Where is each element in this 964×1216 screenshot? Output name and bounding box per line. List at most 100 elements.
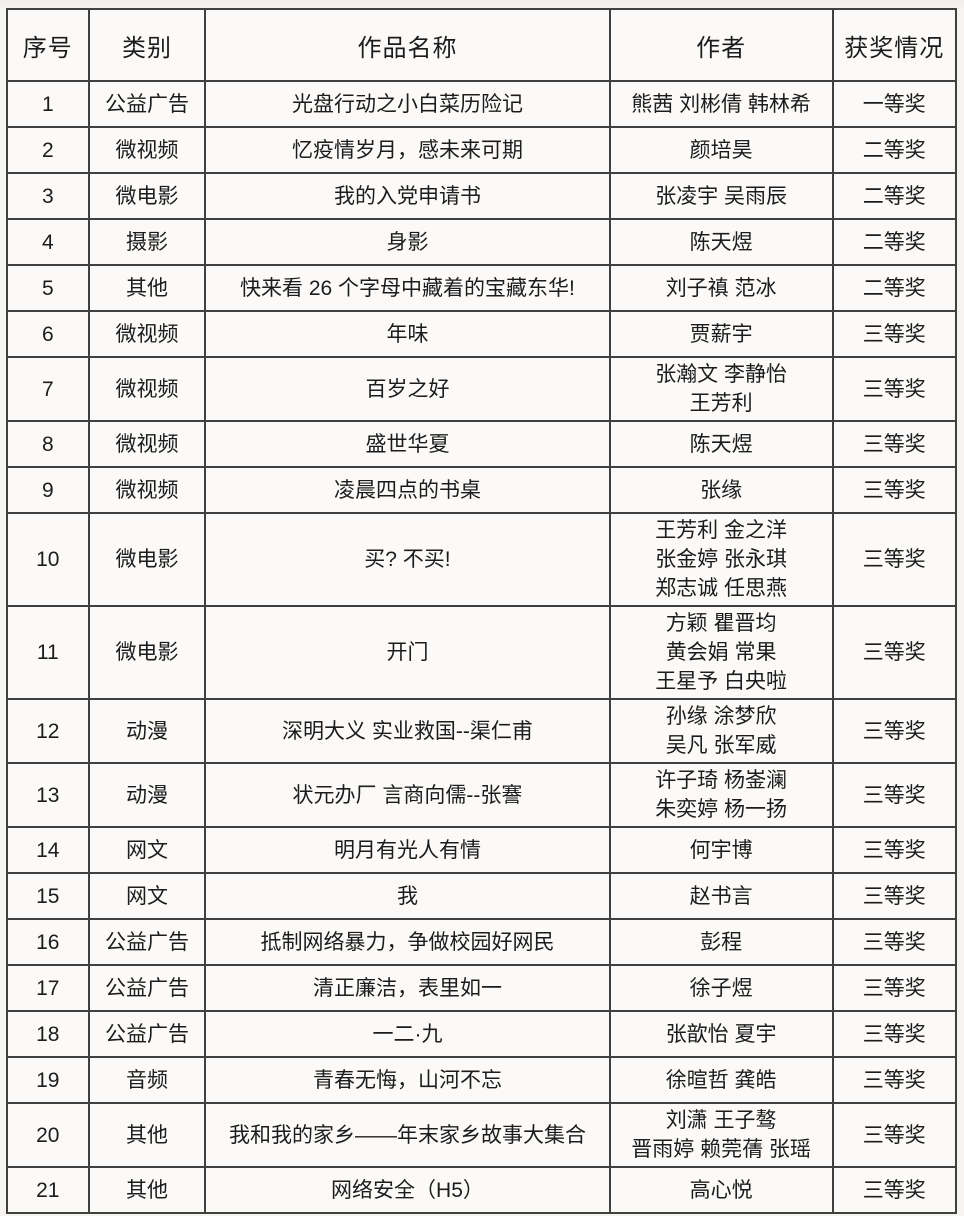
table-row: 1 公益广告 光盘行动之小白菜历险记 熊茜 刘彬倩 韩林希 一等奖 <box>6 80 958 128</box>
column-header-index: 序号 <box>6 8 90 82</box>
cell-index: 16 <box>6 918 90 966</box>
author-line: 王星予 白央啦 <box>655 670 788 693</box>
cell-index: 15 <box>6 872 90 920</box>
cell-authors: 刘子禛 范冰 <box>608 264 834 312</box>
author-line: 陈天煜 <box>689 230 753 254</box>
column-header-category: 类别 <box>87 8 207 82</box>
cell-category: 微电影 <box>87 172 207 220</box>
awards-table: 序号 类别 作品名称 作者 获奖情况 1 公益广告 光盘行动之小白菜历险记 熊茜 刘彬倩 韩林… <box>6 8 958 1214</box>
cell-title: 青春无悔，山河不忘 <box>204 1056 611 1104</box>
cell-title: 我 <box>204 872 611 920</box>
cell-title: 光盘行动之小白菜历险记 <box>204 80 611 128</box>
cell-award: 三等奖 <box>831 1166 958 1214</box>
author-line: 陈天煜 <box>689 432 753 456</box>
table-row: 3 微电影 我的入党申请书 张凌宇 吴雨辰 二等奖 <box>6 172 958 220</box>
author-line: 彭程 <box>700 930 743 954</box>
cell-category: 公益广告 <box>87 1010 207 1058</box>
cell-index: 18 <box>6 1010 90 1058</box>
table-row: 14 网文 明月有光人有情 何宇博 三等奖 <box>6 826 958 874</box>
cell-title: 清正廉洁，表里如一 <box>204 964 611 1012</box>
cell-award: 三等奖 <box>831 826 958 874</box>
cell-title: 网络安全（H5） <box>204 1166 611 1214</box>
cell-category: 动漫 <box>87 698 207 764</box>
cell-title: 快来看 26 个字母中藏着的宝藏东华! <box>204 264 611 312</box>
author-line: 孙缘 涂梦欣 <box>665 705 777 728</box>
cell-title: 年味 <box>204 310 611 358</box>
cell-title: 买? 不买! <box>204 512 611 607</box>
table-row: 8 微视频 盛世华夏 陈天煜 三等奖 <box>6 420 958 468</box>
cell-index: 1 <box>6 80 90 128</box>
cell-title: 开门 <box>204 605 611 700</box>
column-header-title: 作品名称 <box>204 8 611 82</box>
cell-title: 抵制网络暴力，争做校园好网民 <box>204 918 611 966</box>
cell-award: 二等奖 <box>831 264 958 312</box>
cell-award: 三等奖 <box>831 1010 958 1058</box>
cell-category: 微视频 <box>87 356 207 422</box>
cell-authors: 何宇博 <box>608 826 834 874</box>
cell-authors: 陈天煜 <box>608 420 834 468</box>
cell-index: 20 <box>6 1102 90 1168</box>
cell-category: 其他 <box>87 1102 207 1168</box>
author-line: 王芳利 <box>689 392 753 415</box>
cell-award: 三等奖 <box>831 1102 958 1168</box>
author-line: 张歆怡 夏宇 <box>665 1022 777 1046</box>
cell-category: 其他 <box>87 264 207 312</box>
table-row: 6 微视频 年味 贾薪宇 三等奖 <box>6 310 958 358</box>
cell-award: 三等奖 <box>831 605 958 700</box>
cell-index: 10 <box>6 512 90 607</box>
cell-award: 三等奖 <box>831 762 958 828</box>
table-row: 18 公益广告 一二·九 张歆怡 夏宇 三等奖 <box>6 1010 958 1058</box>
author-line: 刘潇 王子骜 <box>665 1109 777 1132</box>
author-line: 熊茜 刘彬倩 韩林希 <box>631 92 811 116</box>
cell-index: 2 <box>6 126 90 174</box>
table-row: 17 公益广告 清正廉洁，表里如一 徐子煜 三等奖 <box>6 964 958 1012</box>
table-row: 16 公益广告 抵制网络暴力，争做校园好网民 彭程 三等奖 <box>6 918 958 966</box>
author-line: 贾薪宇 <box>689 322 753 346</box>
author-line: 徐子煜 <box>689 976 753 1000</box>
cell-index: 6 <box>6 310 90 358</box>
table-row: 9 微视频 凌晨四点的书桌 张缘 三等奖 <box>6 466 958 514</box>
header-row: 序号 类别 作品名称 作者 获奖情况 <box>6 8 958 82</box>
cell-authors: 贾薪宇 <box>608 310 834 358</box>
cell-title: 深明大义 实业救国--渠仁甫 <box>204 698 611 764</box>
author-line: 晋雨婷 赖莞蒨 张瑶 <box>631 1138 811 1161</box>
author-line: 高心悦 <box>689 1178 753 1202</box>
cell-award: 三等奖 <box>831 872 958 920</box>
cell-authors: 徐暄哲 龚皓 <box>608 1056 834 1104</box>
cell-award: 一等奖 <box>831 80 958 128</box>
cell-index: 3 <box>6 172 90 220</box>
cell-authors: 王芳利 金之洋 张金婷 张永琪 郑志诚 任思燕 <box>608 512 834 607</box>
cell-authors: 熊茜 刘彬倩 韩林希 <box>608 80 834 128</box>
author-line: 张瀚文 李静怡 <box>655 363 788 386</box>
cell-category: 网文 <box>87 826 207 874</box>
author-line: 颜培昊 <box>689 138 753 162</box>
cell-authors: 彭程 <box>608 918 834 966</box>
cell-award: 三等奖 <box>831 964 958 1012</box>
table-row: 21 其他 网络安全（H5） 高心悦 三等奖 <box>6 1166 958 1214</box>
column-header-authors: 作者 <box>608 8 834 82</box>
cell-award: 三等奖 <box>831 698 958 764</box>
author-line: 张凌宇 吴雨辰 <box>655 184 788 208</box>
table-row: 4 摄影 身影 陈天煜 二等奖 <box>6 218 958 266</box>
cell-index: 13 <box>6 762 90 828</box>
cell-title: 凌晨四点的书桌 <box>204 466 611 514</box>
author-line: 方颖 瞿晋均 <box>665 612 777 635</box>
cell-award: 三等奖 <box>831 420 958 468</box>
cell-category: 其他 <box>87 1166 207 1214</box>
cell-title: 忆疫情岁月，感未来可期 <box>204 126 611 174</box>
cell-authors: 徐子煜 <box>608 964 834 1012</box>
cell-title: 一二·九 <box>204 1010 611 1058</box>
cell-title: 状元办厂 言商向儒--张謇 <box>204 762 611 828</box>
cell-index: 21 <box>6 1166 90 1214</box>
cell-title: 我和我的家乡——年末家乡故事大集合 <box>204 1102 611 1168</box>
cell-authors: 张瀚文 李静怡 王芳利 <box>608 356 834 422</box>
cell-category: 公益广告 <box>87 918 207 966</box>
table-row: 10 微电影 买? 不买! 王芳利 金之洋 张金婷 张永琪 郑志诚 任思燕 三等奖 <box>6 512 958 607</box>
cell-index: 8 <box>6 420 90 468</box>
cell-award: 三等奖 <box>831 310 958 358</box>
cell-index: 11 <box>6 605 90 700</box>
cell-award: 三等奖 <box>831 1056 958 1104</box>
author-line: 徐暄哲 龚皓 <box>665 1068 777 1092</box>
table-row: 12 动漫 深明大义 实业救国--渠仁甫 孙缘 涂梦欣 吴凡 张军威 三等奖 <box>6 698 958 764</box>
